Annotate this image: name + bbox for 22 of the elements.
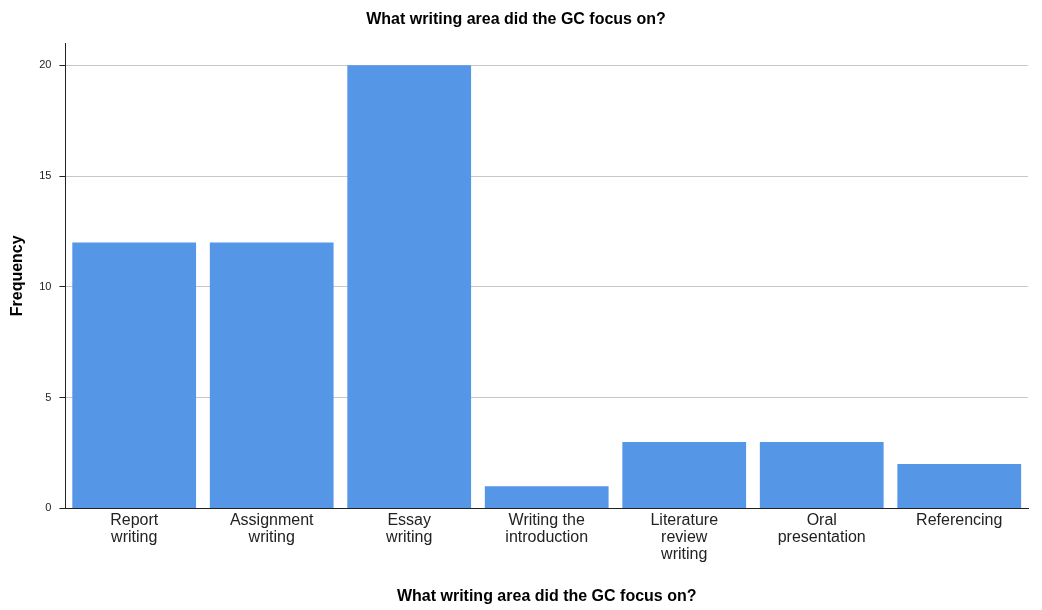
x-tick-label: Writing the introduction (505, 511, 589, 546)
x-tick-label: Report writing (110, 511, 159, 546)
y-axis-title: Frequency (8, 235, 26, 317)
bar (209, 242, 334, 508)
y-tick-label: 15 (39, 169, 52, 182)
y-tick-label: 0 (45, 501, 52, 514)
bar (622, 441, 747, 508)
x-axis-title: What writing area did the GC focus on? (396, 586, 697, 604)
y-tick-label: 10 (39, 279, 52, 292)
bar (72, 242, 197, 508)
y-tick-label: 20 (39, 58, 52, 71)
x-tick-label: Assignment writing (229, 511, 315, 546)
x-tick-label: Referencing (916, 511, 1003, 529)
bar (347, 65, 472, 508)
x-tick-label: Literature review writing (650, 511, 719, 562)
x-tick-label: Essay writing (385, 511, 433, 546)
y-tick-label: 5 (45, 390, 52, 403)
bar (759, 441, 884, 508)
bar (897, 464, 1022, 508)
bar (484, 486, 609, 508)
x-tick-label: Oral presentation (777, 511, 866, 546)
chart-title: What writing area did the GC focus on? (366, 10, 666, 28)
